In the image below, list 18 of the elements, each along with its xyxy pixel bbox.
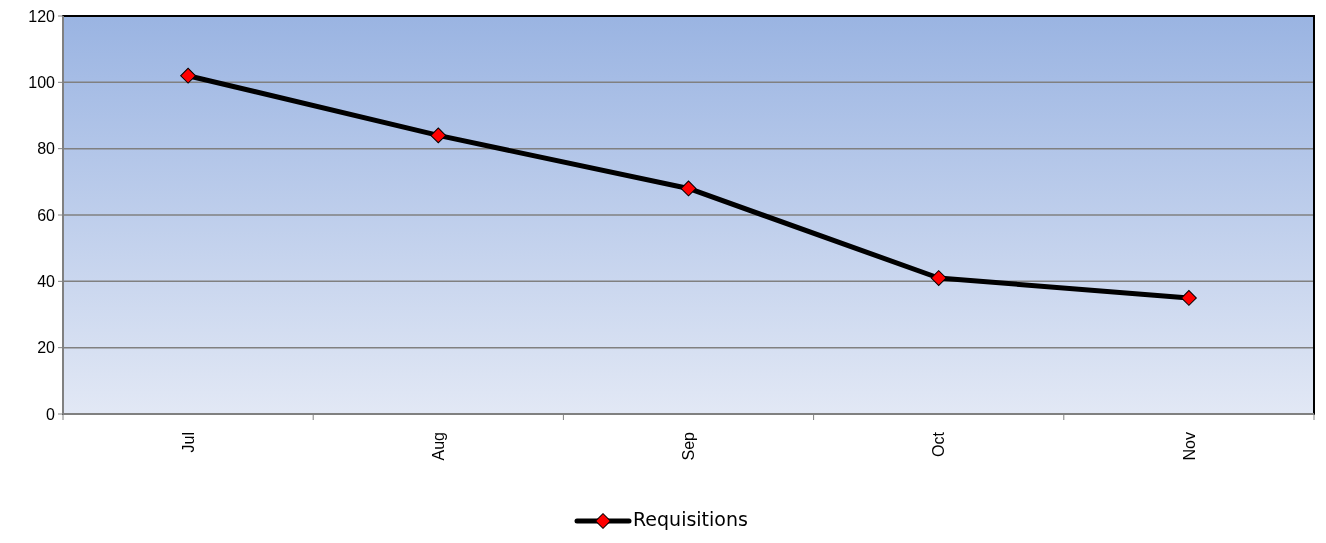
y-tick-label: 80: [37, 140, 56, 158]
x-tick-label: Jul: [179, 432, 197, 453]
y-tick-label: 100: [28, 73, 56, 91]
point: [930, 270, 947, 286]
y-tick-label: 60: [37, 206, 56, 224]
point: [1180, 290, 1197, 306]
x-tick-label: Nov: [1180, 432, 1198, 461]
point: [430, 127, 447, 144]
point: [180, 67, 197, 84]
y-tick-label: 40: [37, 272, 56, 290]
legend-label: Requisitions: [633, 508, 748, 530]
y-tick-label: 20: [37, 339, 56, 357]
x-tick-label: Oct: [930, 431, 948, 457]
y-tick-label: 0: [46, 405, 56, 423]
point: [680, 180, 697, 197]
x-tick-label: Sep: [680, 431, 698, 461]
x-tick-label: Aug: [429, 432, 447, 461]
y-tick-label: 120: [28, 7, 56, 25]
